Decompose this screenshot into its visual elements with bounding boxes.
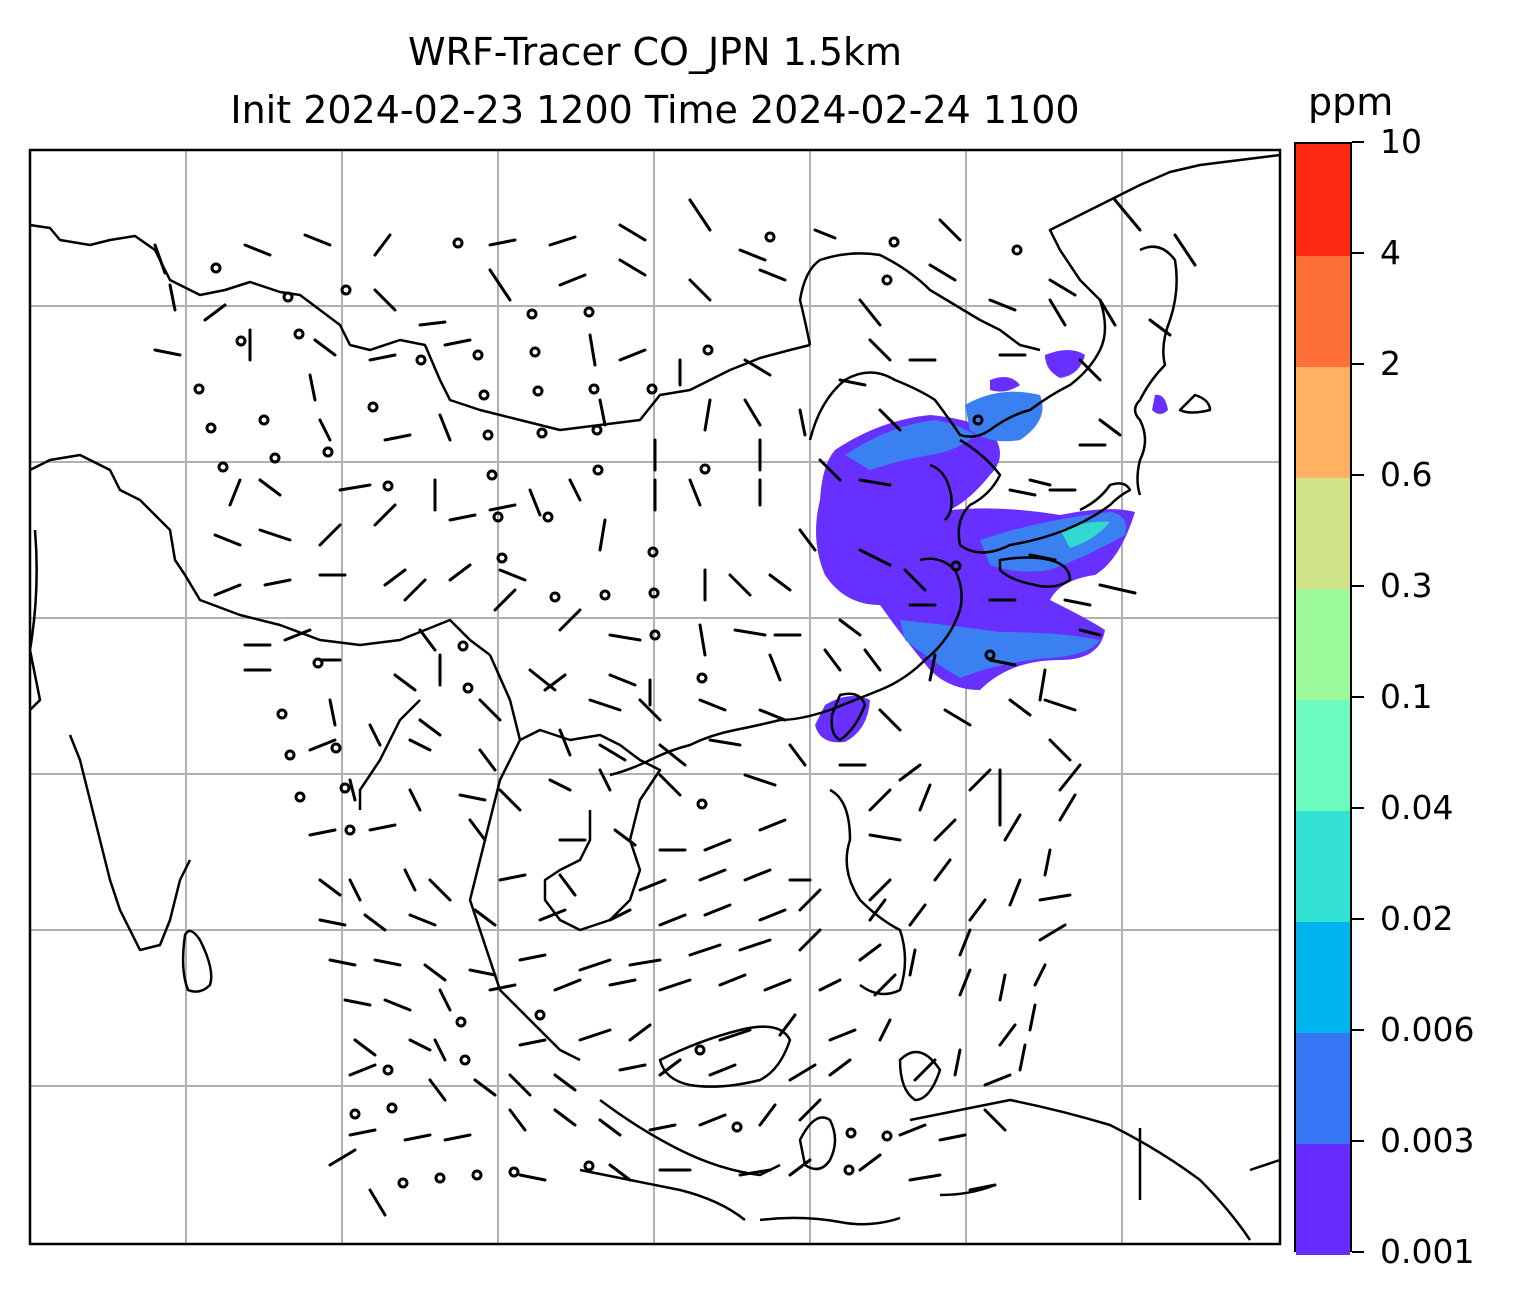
coastlines: [28, 153, 1281, 1241]
plume-korea-strip: [965, 391, 1043, 442]
colorbar-tick: [1352, 696, 1364, 698]
wind-barbs: [153, 198, 1197, 1217]
colorbar-segment: [1296, 477, 1350, 589]
colorbar-unit-label: ppm: [1308, 80, 1394, 124]
colorbar-tick: [1352, 1251, 1364, 1253]
colorbar-tick: [1352, 141, 1364, 143]
plume-edge-south: [900, 620, 1100, 678]
colorbar-tick-label: 0.003: [1380, 1121, 1475, 1160]
colorbar-tick-label: 0.006: [1380, 1010, 1475, 1049]
colorbar-tick: [1352, 807, 1364, 809]
colorbar-tick: [1352, 1140, 1364, 1142]
map-title-line1: WRF-Tracer CO_JPN 1.5km: [407, 30, 903, 74]
gridlines: [30, 150, 1280, 1244]
colorbar: [1294, 142, 1352, 1255]
colorbar-segment: [1296, 1032, 1350, 1144]
colorbar-tick: [1352, 252, 1364, 254]
map-panel: [28, 148, 1282, 1246]
map-frame: [28, 148, 1282, 1246]
colorbar-tick-label: 2: [1380, 344, 1401, 383]
colorbar-segment: [1296, 366, 1350, 478]
colorbar-tick-label: 0.1: [1380, 677, 1433, 716]
colorbar-tick-label: 0.001: [1380, 1232, 1475, 1271]
colorbar-tick: [1352, 918, 1364, 920]
colorbar-tick-label: 0.6: [1380, 455, 1433, 494]
plume-taiwan: [815, 696, 870, 743]
plume-north-fleck: [1045, 350, 1085, 378]
plume-hokkaido-fleck: [1152, 394, 1168, 414]
colorbar-tick-label: 4: [1380, 233, 1401, 272]
colorbar-tick-label: 0.3: [1380, 566, 1433, 605]
plume-core-east: [1060, 521, 1110, 548]
calm-wind-circles: [193, 231, 1023, 1189]
colorbar-tick: [1352, 585, 1364, 587]
colorbar-segment: [1296, 1143, 1350, 1255]
colorbar-segment: [1296, 810, 1350, 922]
plume-north-fleck-2: [990, 376, 1020, 392]
colorbar-segment: [1296, 255, 1350, 367]
colorbar-segment: [1296, 588, 1350, 700]
colorbar-tick-label: 0.04: [1380, 788, 1454, 827]
colorbar-tick: [1352, 474, 1364, 476]
plume-edge-north: [845, 420, 975, 470]
colorbar-segment: [1296, 921, 1350, 1033]
map-title-line2: Init 2024-02-23 1200 Time 2024-02-24 110…: [230, 88, 1080, 132]
colorbar-tick-label: 10: [1380, 122, 1422, 161]
colorbar-segment: [1296, 699, 1350, 811]
colorbar-tick: [1352, 363, 1364, 365]
co-tracer-plume: [815, 350, 1168, 743]
colorbar-tick: [1352, 1029, 1364, 1031]
colorbar-segment: [1296, 144, 1350, 256]
colorbar-tick-label: 0.02: [1380, 899, 1454, 938]
